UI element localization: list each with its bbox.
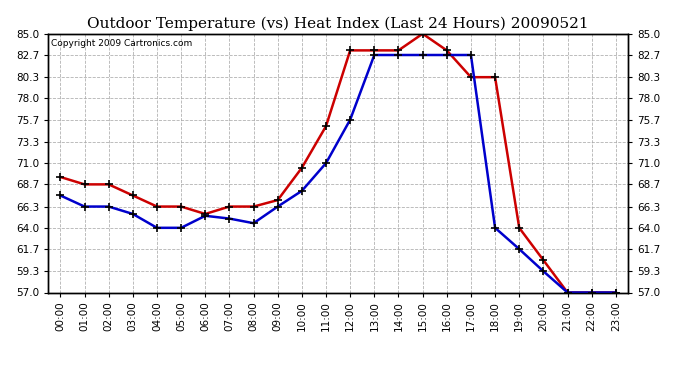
Title: Outdoor Temperature (vs) Heat Index (Last 24 Hours) 20090521: Outdoor Temperature (vs) Heat Index (Las… bbox=[88, 17, 589, 31]
Text: Copyright 2009 Cartronics.com: Copyright 2009 Cartronics.com bbox=[51, 39, 193, 48]
